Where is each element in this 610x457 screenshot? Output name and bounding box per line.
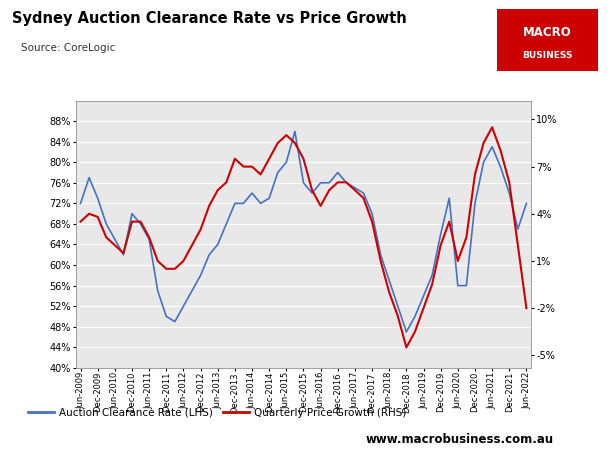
Text: Source: CoreLogic: Source: CoreLogic	[21, 43, 116, 53]
Text: BUSINESS: BUSINESS	[522, 51, 573, 60]
Text: www.macrobusiness.com.au: www.macrobusiness.com.au	[366, 433, 554, 446]
Text: MACRO: MACRO	[523, 26, 572, 39]
Text: Sydney Auction Clearance Rate vs Price Growth: Sydney Auction Clearance Rate vs Price G…	[12, 11, 407, 27]
Legend: Auction Clearance Rate (LHS), Quarterly Price Growth (RHS): Auction Clearance Rate (LHS), Quarterly …	[24, 404, 411, 422]
